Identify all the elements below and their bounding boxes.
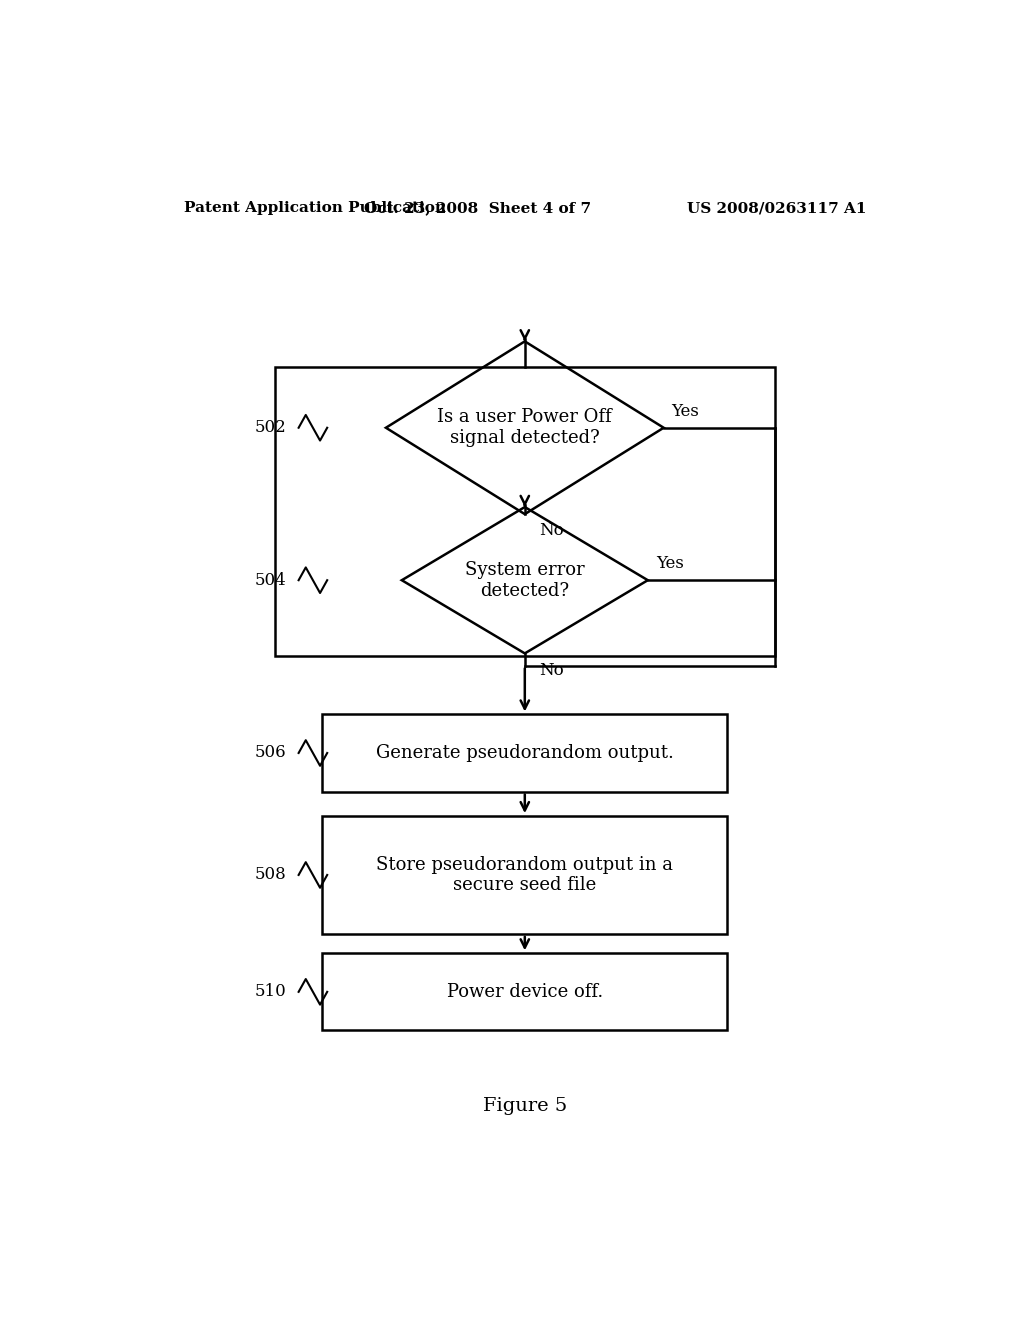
Text: Store pseudorandom output in a
secure seed file: Store pseudorandom output in a secure se…	[376, 855, 674, 895]
Text: 504: 504	[255, 572, 287, 589]
Text: US 2008/0263117 A1: US 2008/0263117 A1	[686, 201, 866, 215]
Text: Figure 5: Figure 5	[482, 1097, 567, 1114]
Bar	[323, 816, 727, 935]
Text: Yes: Yes	[672, 403, 699, 420]
Text: 508: 508	[255, 866, 287, 883]
Bar	[274, 367, 775, 656]
Text: Generate pseudorandom output.: Generate pseudorandom output.	[376, 744, 674, 762]
Text: Oct. 23, 2008  Sheet 4 of 7: Oct. 23, 2008 Sheet 4 of 7	[364, 201, 591, 215]
Bar	[323, 953, 727, 1031]
Text: Patent Application Publication: Patent Application Publication	[183, 201, 445, 215]
Text: No: No	[539, 661, 564, 678]
Text: 510: 510	[255, 983, 287, 1001]
Text: Is a user Power Off
signal detected?: Is a user Power Off signal detected?	[437, 408, 612, 447]
Text: Yes: Yes	[655, 556, 684, 572]
Text: No: No	[539, 523, 564, 540]
Text: Power device off.: Power device off.	[446, 983, 603, 1001]
Bar	[323, 714, 727, 792]
Text: 506: 506	[255, 744, 287, 762]
Text: 502: 502	[255, 420, 287, 436]
Text: System error
detected?: System error detected?	[465, 561, 585, 599]
